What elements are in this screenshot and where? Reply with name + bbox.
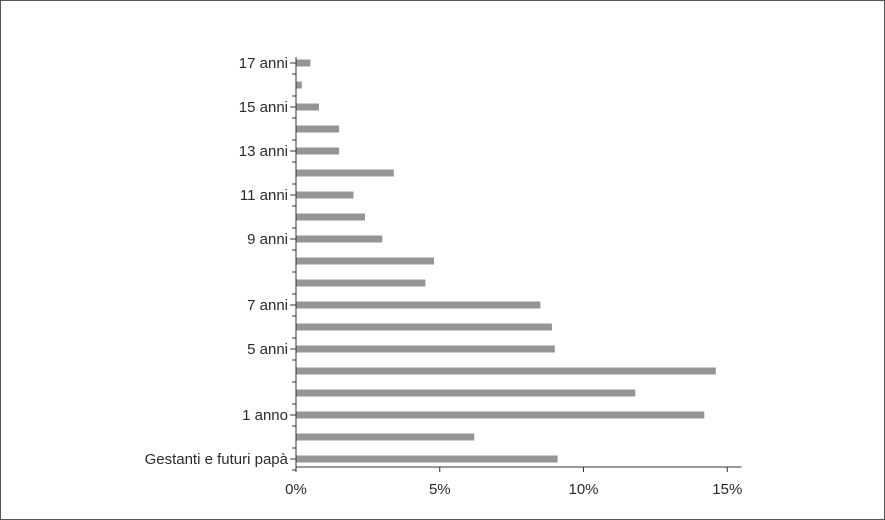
x-tick-label: 15% [712,481,742,498]
bar [296,191,354,199]
bar [296,323,552,331]
bar [296,411,705,419]
axes-group [290,57,742,472]
y-tick-label: 15 anni [239,99,288,116]
bar [296,389,636,397]
x-tick-label: 5% [429,481,451,498]
bar [296,301,541,309]
bar [296,345,555,353]
bar [296,455,558,463]
x-tick-label: 10% [568,481,598,498]
y-tick-label: 17 anni [239,55,288,72]
y-tick-label: 7 anni [247,297,288,314]
bar [296,169,394,177]
x-axis-labels: 0% 5% 10% 15% [285,481,742,498]
bar [296,433,475,441]
bar [296,81,302,89]
y-tick-label: 5 anni [247,341,288,358]
bar [296,235,383,243]
bar [296,103,319,111]
y-tick-label: 11 anni [240,187,288,204]
y-tick-label: 1 anno [242,407,288,424]
y-tick-label: 9 anni [247,231,288,248]
x-tick-label: 0% [285,481,307,498]
bar [296,213,365,221]
bar [296,257,434,265]
bar [296,147,340,155]
bar [296,279,426,287]
bar [296,59,311,67]
y-tick-label: Gestanti e futuri papà [145,451,289,468]
bar [296,367,716,375]
bar [296,125,340,133]
y-tick-label: 13 anni [239,143,288,160]
bars-group [296,59,716,463]
y-axis-labels: Gestanti e futuri papà 1 anno 5 anni 7 anni… [145,55,289,468]
